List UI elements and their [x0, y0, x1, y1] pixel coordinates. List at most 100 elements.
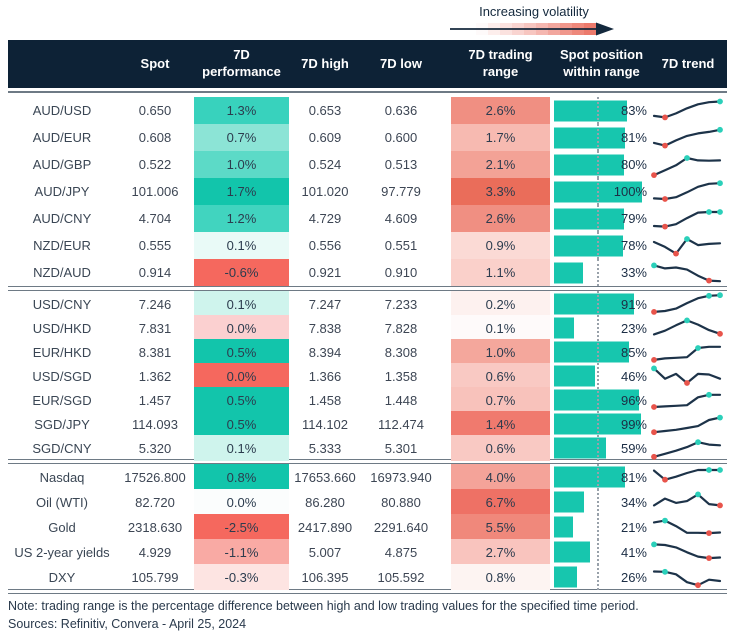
spot-value: 8.381 [138, 344, 172, 360]
low-value: 0.513 [384, 157, 418, 172]
low-value: 0.910 [384, 265, 418, 280]
trend-low-dot [651, 309, 657, 315]
position-bar [554, 262, 583, 283]
range-midpoint-line [597, 363, 599, 389]
position-bar [554, 127, 626, 148]
position-bar-cell: 23% [554, 315, 649, 341]
trend-high-dot [717, 208, 723, 215]
table-section: Nasdaq 17526.800 0.8% 17653.660 16973.940 4.0… [8, 464, 727, 590]
trend-low-dot [706, 555, 712, 561]
performance-cell: 0.0% [194, 363, 289, 389]
position-bar [554, 437, 606, 459]
range-midpoint-line [597, 124, 599, 151]
position-bar [554, 466, 626, 488]
trend-low-dot [651, 429, 657, 436]
trading-range-cell: 2.6% [451, 205, 550, 232]
position-label: 80% [620, 157, 647, 172]
trend-sparkline [652, 235, 722, 256]
position-label: 99% [620, 416, 647, 432]
position-bar-cell: 33% [554, 259, 649, 286]
spacer [441, 539, 451, 565]
high-value: 17653.660 [294, 469, 356, 485]
position-bar-cell: 83% [554, 97, 649, 124]
trend-low-dot [651, 404, 657, 410]
table-row: SGD/JPY 114.093 0.5% 114.102 112.474 1.4% 99% [8, 411, 727, 437]
trend-high-dot [717, 179, 723, 186]
position-bar [554, 365, 595, 387]
trend-cell [649, 259, 727, 286]
position-label: 100% [613, 184, 647, 199]
spot-value: 101.006 [131, 184, 179, 199]
row-label: NZD/AUD [33, 265, 91, 280]
high-value: 114.102 [301, 416, 349, 432]
table-row: Nasdaq 17526.800 0.8% 17653.660 16973.940 4.0… [8, 464, 727, 490]
row-label: EUR/HKD [32, 344, 92, 360]
spot-value: 7.246 [138, 296, 172, 312]
column-header-line: performance [202, 64, 281, 79]
position-label: 91% [620, 296, 647, 312]
performance-cell: 1.2% [194, 205, 289, 232]
trading-range-cell: 1.4% [451, 411, 550, 437]
performance-cell: 0.1% [194, 232, 289, 259]
row-label: AUD/EUR [32, 130, 92, 145]
low-value: 2291.640 [373, 519, 429, 535]
position-bar-cell: 81% [554, 124, 649, 151]
section-divider [8, 459, 727, 464]
high-value: 2417.890 [297, 519, 353, 535]
trend-low-dot [662, 142, 668, 148]
position-bar-cell: 96% [554, 387, 649, 413]
row-label: Gold [48, 519, 76, 535]
row-label: Oil (WTI) [36, 494, 88, 510]
spacer [441, 489, 451, 515]
section-divider [8, 589, 727, 594]
row-label: US 2-year yields [14, 544, 110, 560]
table-row: USD/CNY 7.246 0.1% 7.247 7.233 0.2% 91% [8, 291, 727, 317]
low-value: 16973.940 [370, 469, 432, 485]
column-header-7d-low: 7D low [361, 56, 441, 73]
trading-range-cell: 6.7% [451, 489, 550, 515]
trend-low-dot [717, 502, 723, 509]
range-midpoint-line [597, 205, 599, 232]
performance-cell: 0.5% [194, 339, 289, 365]
high-value: 7.838 [308, 320, 342, 336]
table-row: SGD/CNY 5.320 0.1% 5.333 5.301 0.6% 59% [8, 435, 727, 461]
high-value: 5.333 [308, 440, 342, 456]
trend-cell [649, 315, 727, 341]
spacer [441, 514, 451, 540]
trading-range-cell: 2.7% [451, 539, 550, 565]
position-bar-cell: 100% [554, 178, 649, 205]
trend-cell [649, 464, 727, 490]
spot-value: 82.720 [135, 494, 175, 510]
range-midpoint-line [597, 564, 599, 590]
position-bar-cell: 85% [554, 339, 649, 365]
trend-sparkline [651, 154, 722, 178]
trend-low-dot [684, 380, 690, 386]
trend-low-dot [651, 357, 657, 363]
row-label: USD/HKD [32, 320, 92, 336]
spacer [441, 151, 451, 178]
trend-cell [649, 205, 727, 232]
position-bar [554, 491, 584, 513]
high-value: 0.524 [308, 157, 342, 172]
trend-high-dot [662, 568, 668, 575]
row-label: NZD/EUR [33, 238, 91, 253]
trend-high-dot [706, 467, 712, 473]
trend-low-dot [651, 171, 657, 178]
trend-low-dot [662, 114, 668, 120]
range-midpoint-line [597, 339, 599, 365]
trend-sparkline [651, 365, 722, 386]
volatility-legend: Increasing volatility [448, 4, 620, 37]
position-bar [554, 293, 635, 315]
trend-sparkline [652, 517, 722, 536]
trend-cell [649, 564, 727, 590]
table-row: DXY 105.799 -0.3% 106.395 105.592 0.8% 26% [8, 564, 727, 590]
trading-range-cell: 0.8% [451, 564, 550, 590]
row-label: SGD/JPY [34, 416, 90, 432]
position-label: 33% [620, 265, 647, 280]
row-label: EUR/SGD [32, 392, 92, 408]
spot-value: 0.650 [138, 103, 172, 118]
sources-text: Sources: Refinitiv, Convera - April 25, … [8, 617, 247, 632]
row-label: USD/CNY [32, 296, 92, 312]
low-value: 112.474 [377, 416, 425, 432]
